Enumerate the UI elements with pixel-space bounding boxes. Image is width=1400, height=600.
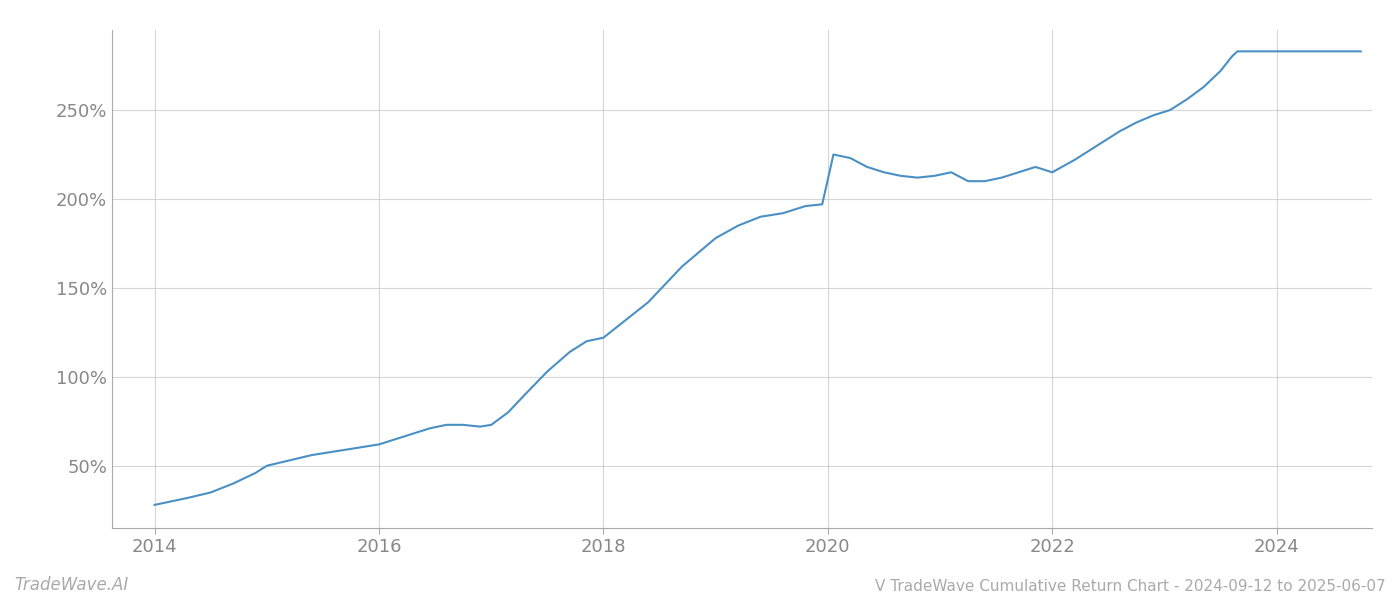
Text: V TradeWave Cumulative Return Chart - 2024-09-12 to 2025-06-07: V TradeWave Cumulative Return Chart - 20…: [875, 579, 1386, 594]
Text: TradeWave.AI: TradeWave.AI: [14, 576, 129, 594]
